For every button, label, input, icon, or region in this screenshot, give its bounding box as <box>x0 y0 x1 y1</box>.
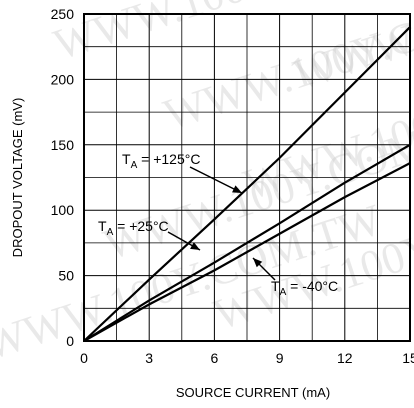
y-tick-label: 250 <box>51 6 75 22</box>
y-tick-label: 150 <box>51 137 75 153</box>
x-tick-label: 9 <box>276 350 284 366</box>
x-tick-label: 12 <box>337 350 353 366</box>
y-tick-label: 50 <box>58 268 74 284</box>
y-tick-label: 0 <box>66 333 74 349</box>
annotation-arrowhead-2 <box>253 258 263 268</box>
series-line-1 <box>83 143 411 342</box>
y-axis-title: DROPOUT VOLTAGE (mV) <box>10 98 25 258</box>
annotation-arrowhead-0 <box>232 185 242 193</box>
series-line-2 <box>83 162 411 342</box>
series-line-0 <box>83 26 411 342</box>
x-tick-label: 6 <box>211 350 219 366</box>
annotation-label-2: TA = -40°C <box>271 278 338 298</box>
annotation-label-1: TA = +25°C <box>98 218 169 238</box>
y-tick-label: 100 <box>51 202 75 218</box>
x-axis-title: SOURCE CURRENT (mA) <box>176 385 330 400</box>
y-tick-label: 200 <box>51 71 75 87</box>
plot-frame <box>83 13 411 342</box>
x-tick-label: 0 <box>80 350 88 366</box>
x-tick-label: 3 <box>145 350 153 366</box>
annotation-arrowhead-1 <box>190 242 200 250</box>
annotation-label-0: TA = +125°C <box>122 151 200 171</box>
x-tick-label: 15 <box>402 350 414 366</box>
annotation-arrow-0 <box>189 166 243 194</box>
